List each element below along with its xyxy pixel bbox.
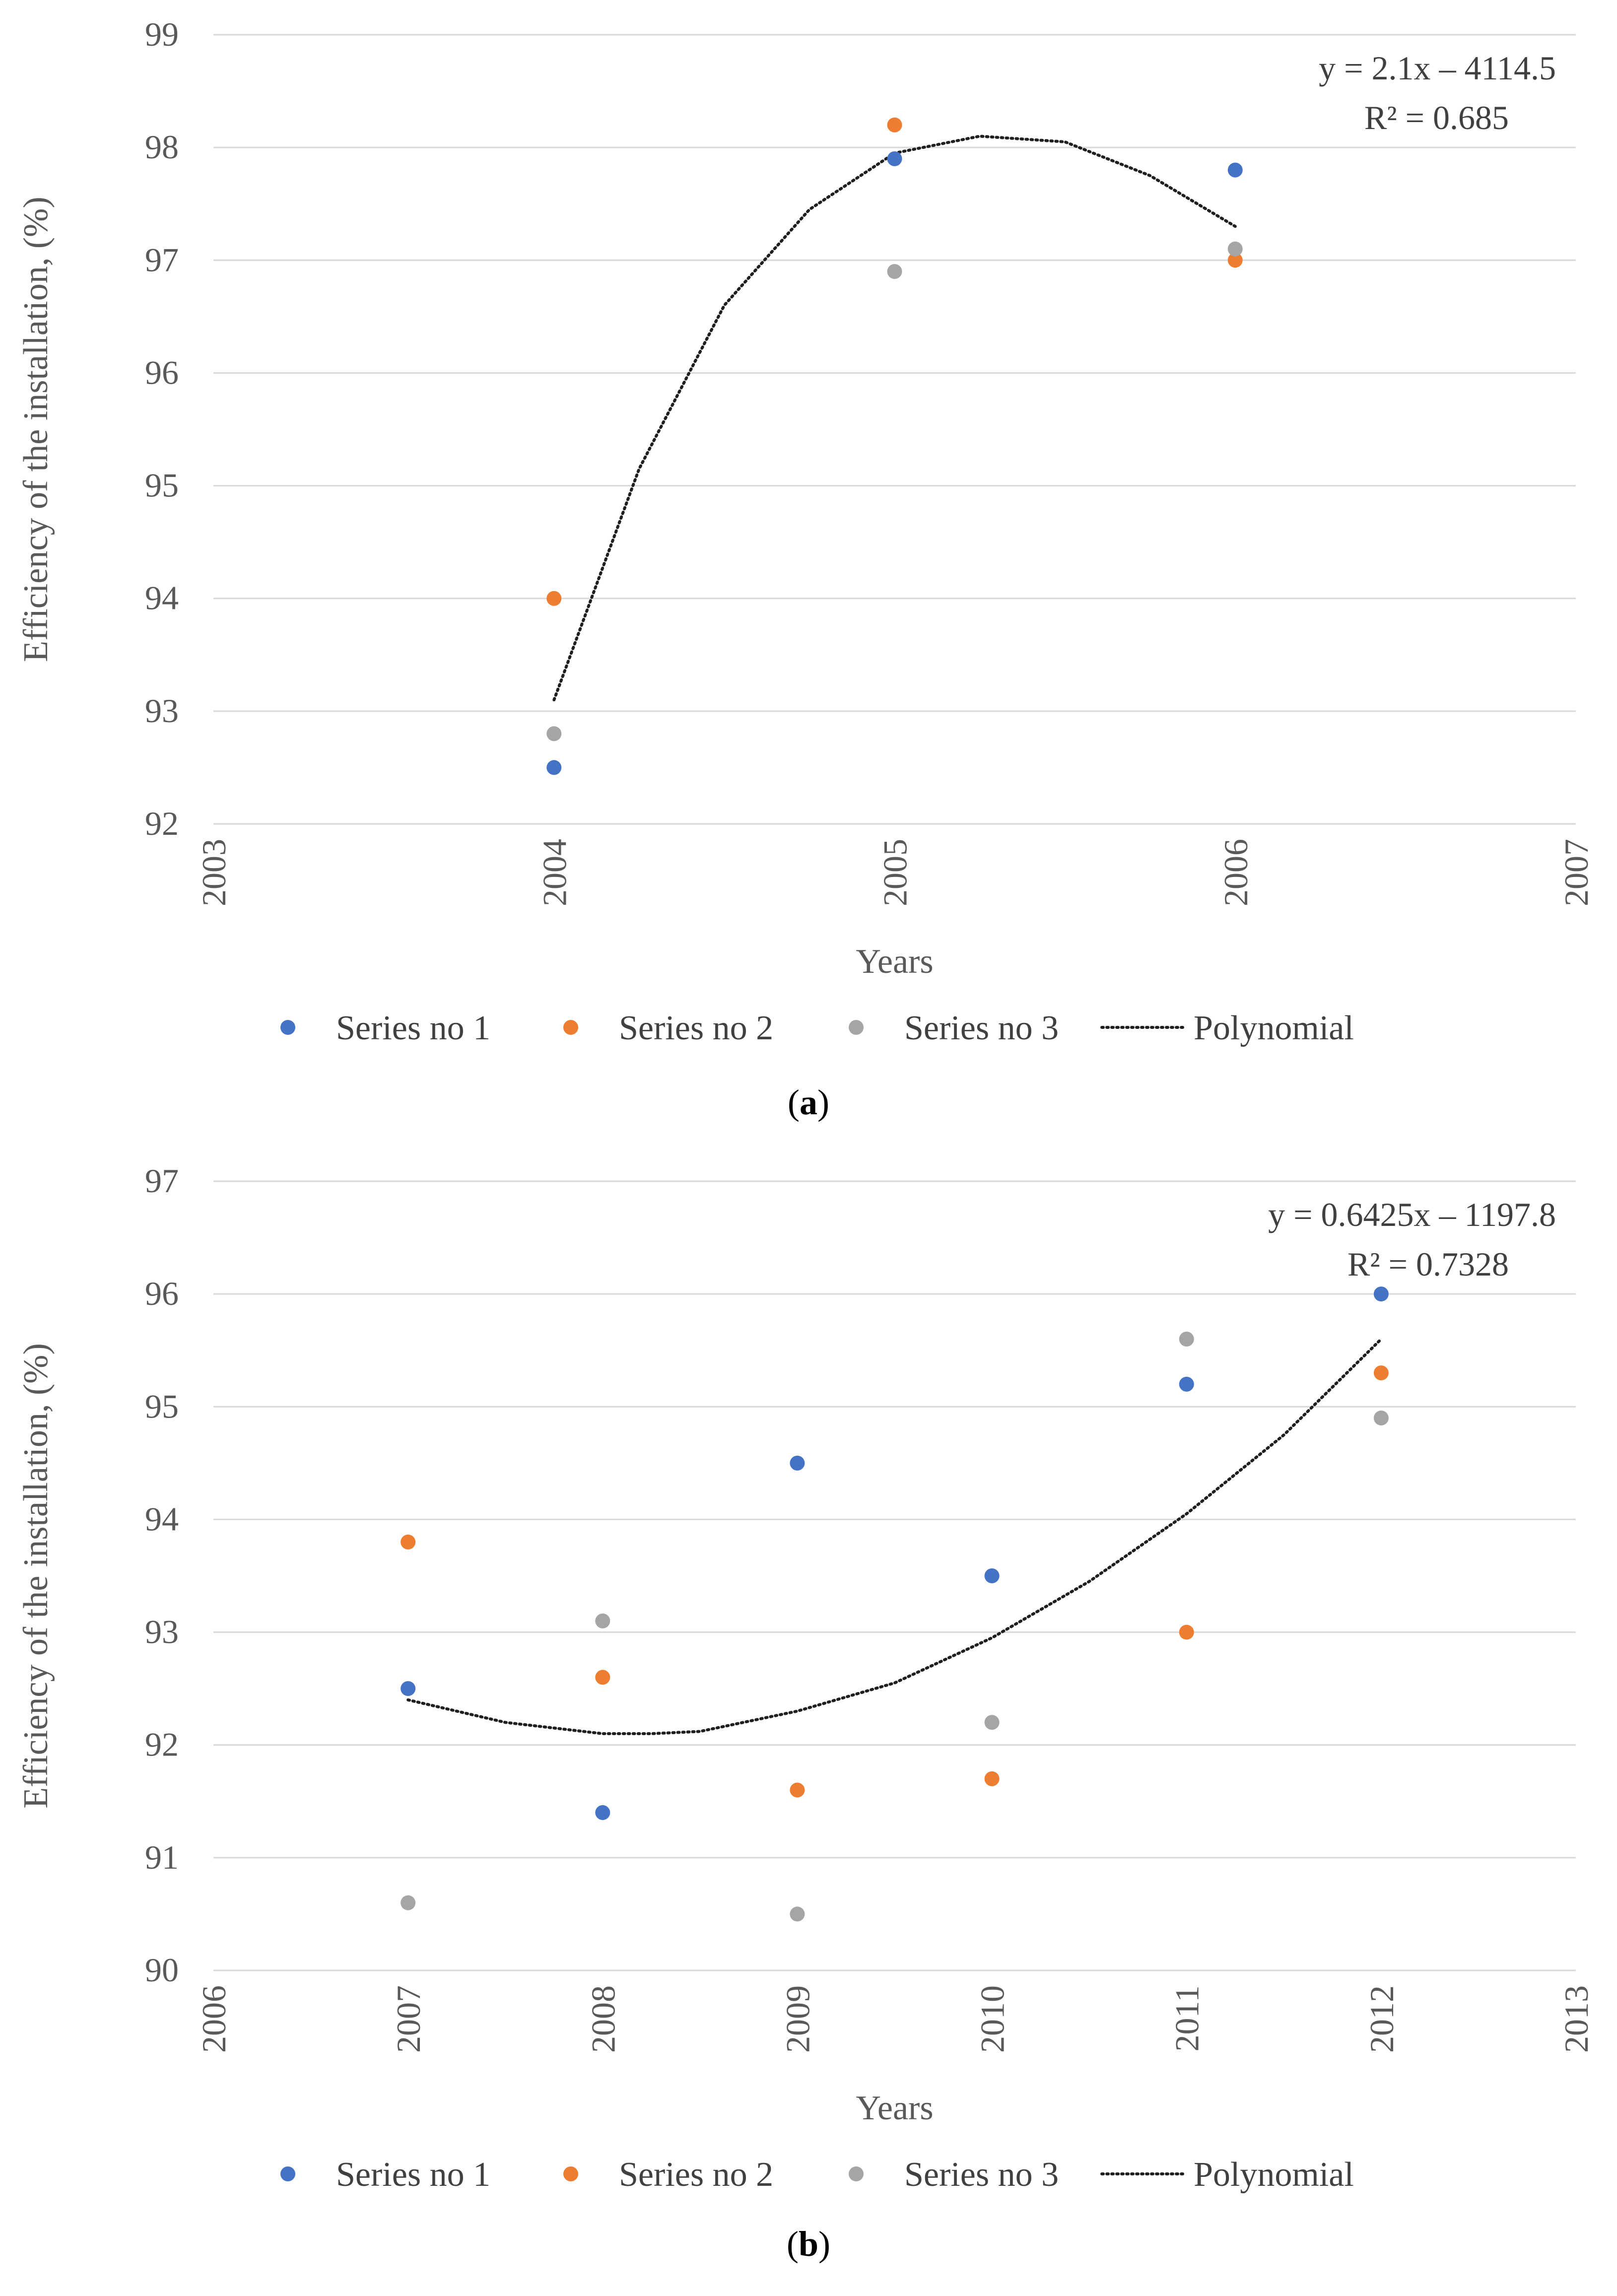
chart-b-series-1-point — [401, 1681, 416, 1696]
chart-a-y-tick-label: 92 — [145, 805, 179, 842]
chart-b-series-2-point — [1179, 1624, 1194, 1640]
chart-b-x-tick-label: 2008 — [584, 1985, 622, 2053]
chart-b-y-tick-label: 92 — [145, 1726, 179, 1763]
chart-a-trendline — [552, 135, 1237, 702]
chart-b-series-3-point — [401, 1895, 416, 1910]
chart-a-y-tick-label: 93 — [145, 692, 179, 730]
chart-a-legend-series-3-marker — [849, 1020, 864, 1035]
chart-b-x-tick-label: 2007 — [390, 1985, 427, 2053]
chart-a-x-tick-label: 2003 — [195, 839, 233, 906]
chart-b-series-3-point — [984, 1715, 1000, 1730]
chart-b-legend-polynomial-label: Polynomial — [1194, 2156, 1354, 2194]
caption-b: (b) — [786, 2224, 830, 2264]
chart-b-legend-series-1-marker — [280, 2166, 295, 2181]
chart-a-legend-series-1-label: Series no 1 — [336, 1009, 490, 1047]
chart-b-series-2-point — [1373, 1365, 1389, 1381]
chart-b-x-tick-label: 2010 — [974, 1985, 1011, 2053]
chart-b-trend-r2: R² = 0.7328 — [1348, 1245, 1509, 1283]
chart-b-legend-series-2-marker — [563, 2166, 578, 2181]
chart-a-series-3-point — [546, 726, 562, 742]
chart-b-series-3-point — [790, 1906, 805, 1922]
chart-b: 90 91 92 93 94 95 96 97 2006 2007 2008 2009 2010 2011… — [17, 1162, 1595, 2194]
chart-a-x-axis-title: Years — [856, 943, 933, 981]
chart-a-x-tick-label: 2007 — [1557, 839, 1595, 906]
chart-b-y-tick-label: 91 — [145, 1838, 179, 1876]
caption-a-label: a — [800, 1082, 817, 1122]
chart-a-legend-polynomial-label: Polynomial — [1194, 1009, 1354, 1047]
chart-b-series-1-point — [595, 1805, 610, 1820]
chart-a-series-2-point — [1227, 253, 1243, 268]
chart-a-series-2-point — [887, 117, 902, 133]
chart-b-x-tick-label: 2013 — [1557, 1985, 1595, 2053]
caption-a: (a) — [788, 1082, 829, 1122]
chart-b-trend-equation: y = 0.6425x – 1197.8 — [1268, 1196, 1556, 1233]
chart-a-series-1-point — [1227, 162, 1243, 178]
chart-b-x-tick-label: 2012 — [1363, 1985, 1401, 2053]
chart-b-series-1-point — [1179, 1376, 1194, 1392]
chart-b-legend-series-3-label: Series no 3 — [904, 2156, 1059, 2194]
chart-a-legend-series-2-label: Series no 2 — [619, 1009, 773, 1047]
chart-b-series-2-point — [790, 1782, 805, 1798]
chart-b-y-tick-label: 97 — [145, 1162, 179, 1200]
chart-b-y-tick-label: 94 — [145, 1500, 179, 1538]
chart-b-x-tick-label: 2006 — [195, 1985, 233, 2053]
chart-a-y-tick-label: 95 — [145, 467, 179, 504]
chart-b-legend-series-2-label: Series no 2 — [619, 2156, 773, 2194]
chart-b-series-3-point — [1179, 1332, 1194, 1347]
chart-a-series-3-point — [887, 264, 902, 279]
chart-b-series-2-point — [595, 1670, 610, 1685]
chart-b-series-3-point — [595, 1613, 610, 1628]
chart-b-x-axis-title: Years — [856, 2089, 933, 2127]
chart-b-series-1-point — [790, 1455, 805, 1471]
chart-a-y-tick-label: 96 — [145, 353, 179, 391]
chart-a-x-tick-label: 2005 — [876, 839, 914, 906]
chart-a-legend-series-2-marker — [563, 1020, 578, 1035]
chart-b-series-2-point — [401, 1534, 416, 1550]
chart-b-y-tick-label: 96 — [145, 1275, 179, 1312]
chart-a-legend-series-3-label: Series no 3 — [904, 1009, 1059, 1047]
chart-a-series-3-point — [1227, 241, 1243, 257]
chart-b-series-1-point — [984, 1568, 1000, 1583]
chart-a: 92 93 94 95 96 97 98 99 2003 2004 2005 2006 2007 Year… — [17, 15, 1595, 1047]
chart-a-y-tick-label: 99 — [145, 15, 179, 53]
chart-b-series-2-point — [984, 1771, 1000, 1786]
caption-b-label: b — [798, 2224, 819, 2264]
chart-a-y-tick-label: 97 — [145, 241, 179, 278]
chart-b-legend-series-1-label: Series no 1 — [336, 2156, 490, 2194]
chart-a-legend-series-1-marker — [280, 1020, 295, 1035]
chart-b-legend-series-3-marker — [849, 2166, 864, 2181]
chart-b-series-1-point — [1373, 1286, 1389, 1302]
chart-a-x-tick-label: 2006 — [1217, 839, 1255, 906]
chart-a-x-tick-label: 2004 — [536, 839, 573, 906]
chart-a-y-tick-label: 94 — [145, 579, 179, 617]
chart-a-trend-equation: y = 2.1x – 4114.5 — [1319, 49, 1556, 87]
chart-b-y-tick-label: 93 — [145, 1613, 179, 1651]
chart-b-y-tick-label: 95 — [145, 1387, 179, 1425]
chart-a-series-1-point — [546, 760, 562, 775]
chart-a-series-1-point — [887, 151, 902, 166]
chart-b-x-tick-label: 2011 — [1168, 1985, 1206, 2051]
chart-b-y-axis-title: Efficiency of the installation, (%) — [17, 1343, 55, 1809]
chart-b-y-tick-label: 90 — [145, 1951, 179, 1989]
chart-a-y-tick-label: 98 — [145, 128, 179, 166]
chart-b-series-3-point — [1373, 1411, 1389, 1425]
chart-b-x-tick-label: 2009 — [779, 1985, 816, 2053]
chart-a-trend-r2: R² = 0.685 — [1364, 99, 1509, 136]
chart-a-y-axis-title: Efficiency of the installation, (%) — [17, 197, 55, 662]
chart-a-series-2-point — [546, 591, 562, 606]
chart-b-trendline — [406, 1338, 1383, 1735]
